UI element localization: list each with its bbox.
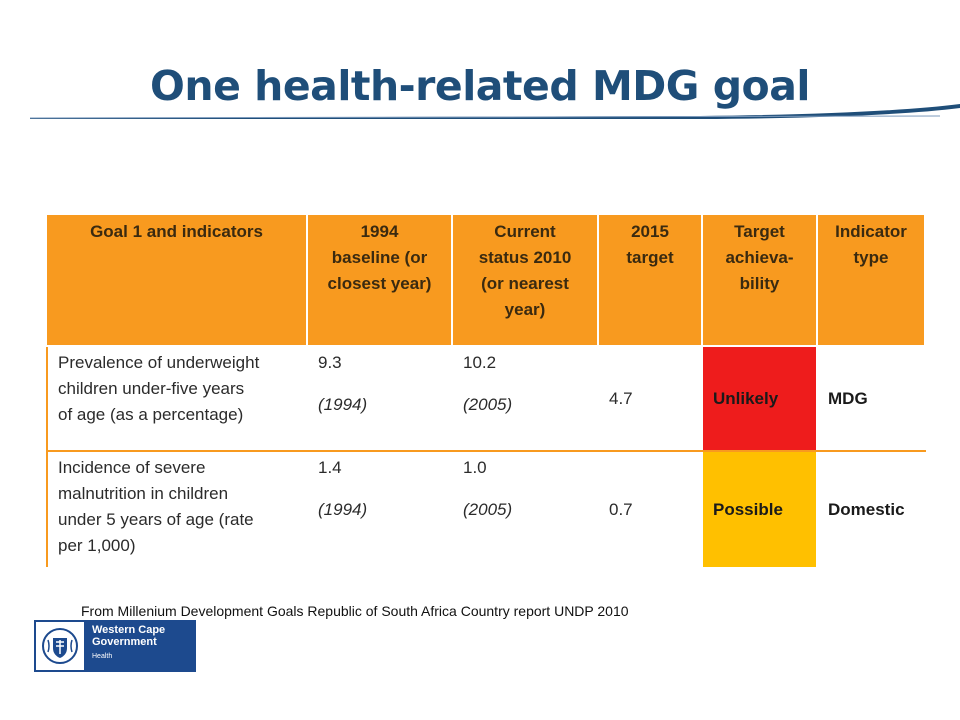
logo-department: Health [92,653,113,660]
achievability-cell: Possible [702,451,818,569]
western-cape-logo: Western Cape Government Health [34,620,196,672]
coat-of-arms-icon [36,622,84,670]
indicator-cell: Prevalence of underweight children under… [46,346,308,452]
logo-org-line2: Government [92,636,157,648]
indicator-type-cell: MDG [817,346,926,452]
baseline-cell: 1.4 (1994) [306,451,453,569]
header-target: 2015 target [598,215,703,347]
slide-title: One health-related MDG goal [150,62,810,110]
indicator-cell: Incidence of severe malnutrition in chil… [46,451,308,569]
header-current: Current status 2010 (or nearest year) [452,215,599,347]
table-row: Prevalence of underweight children under… [46,346,926,452]
current-cell: 1.0 (2005) [451,451,599,569]
target-cell: 0.7 [597,451,703,569]
title-underline [29,104,960,119]
indicator-type-cell: Domestic [817,451,926,569]
achievability-cell: Unlikely [702,346,818,452]
table-header-row: Goal 1 and indicators 1994 baseline (or cl… [47,215,926,347]
source-citation: From Millenium Development Goals Republi… [81,603,629,619]
header-achievability: Target achieva-bility [702,215,818,347]
target-cell: 4.7 [597,346,703,452]
header-baseline: 1994 baseline (or closest year) [307,215,453,347]
logo-org-line1: Western Cape [92,624,166,636]
table-row: Incidence of severe malnutrition in chil… [46,451,926,569]
header-indicator-type: Indicator type [817,215,926,347]
current-cell: 10.2 (2005) [451,346,599,452]
baseline-cell: 9.3 (1994) [306,346,453,452]
header-goal: Goal 1 and indicators [47,215,308,347]
mdg-table: Goal 1 and indicators 1994 baseline (or cl… [46,215,926,569]
